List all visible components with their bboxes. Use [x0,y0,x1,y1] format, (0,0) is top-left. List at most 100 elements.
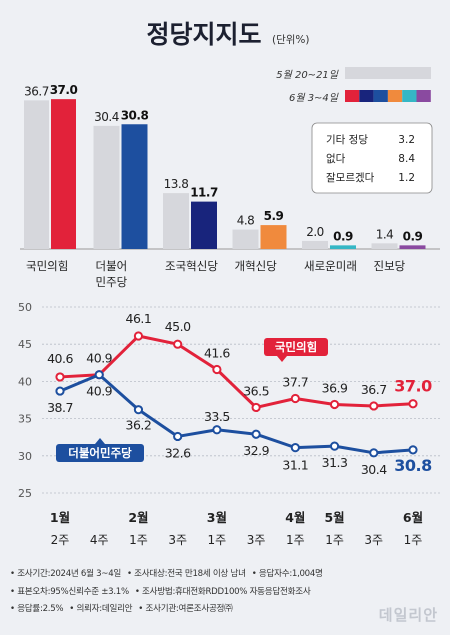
x-tick-week: 3주 [168,533,187,547]
series-point [369,448,379,458]
bar-value-curr: 0.9 [403,229,423,243]
legend: 5월 20~21일 6월 3~4일 [276,67,431,104]
bar-category-label: 조국혁신당 [165,259,218,273]
series-point [94,370,104,380]
x-tick-week: 1주 [325,533,344,547]
series-point [369,401,379,411]
footer-line: • 응답률:2.5% • 의뢰자:데일리안 • 조사기관:여론조사공정㈜ [10,601,440,619]
series-name-tag-pointer [95,438,105,444]
series-data-label: 32.9 [243,443,269,458]
series-point [133,405,144,415]
x-tick-month: 4월 [285,510,305,525]
series-data-label: 40.6 [47,351,73,366]
legend-curr-label: 6월 3~4일 [289,92,339,104]
x-tick-week: 3주 [247,533,266,547]
bar-prev [24,100,49,250]
x-tick-week: 1주 [404,533,423,547]
series-data-label: 40.9 [86,351,112,366]
bar-value-prev: 4.8 [237,214,255,228]
legend-prev-swatch [345,67,431,79]
others-value: 1.2 [398,172,415,184]
series-data-label: 30.4 [361,462,387,477]
series-data-label: 40.9 [86,384,112,399]
series-name-tag [264,338,328,356]
y-tick-label: 40 [18,375,32,388]
series-data-label: 37.7 [282,375,308,390]
bar-category-label: 새로운미래 [304,259,357,273]
footer-item: • 조사기간:2024년 6월 3~4일 [10,569,121,579]
page-title: 정당지지도 [146,20,261,49]
x-tick-month: 1월 [50,510,70,525]
series-point [133,331,144,341]
legend-swatch [345,90,360,102]
bar-prev [371,243,398,249]
x-tick-week: 4주 [90,533,109,547]
series-data-label: 41.6 [204,345,230,360]
series-data-label: 45.0 [165,319,191,334]
footer-item: • 의뢰자:데일리안 [69,604,133,614]
footer-item: • 응답자수:1,004명 [251,569,323,579]
footer-item: • 조사기관:여론조사공정㈜ [138,604,233,614]
footer-item: • 응답률:2.5% [10,604,64,614]
series-point [290,393,300,404]
x-tick-month: 2월 [128,510,148,525]
footer-line: • 조사기간:2024년 6월 3~4일 • 조사대상:전국 만18세 이상 남녀… [10,566,440,584]
bar-value-prev: 2.0 [306,225,324,239]
bar-curr [399,245,426,249]
y-tick-label: 35 [18,413,32,426]
series-data-label: 31.3 [322,455,348,470]
series-point [408,399,418,409]
others-label: 없다 [326,152,346,165]
footer-item: • 조사방법:휴대전화RDD100% 자동응답전화조사 [134,586,311,597]
bar-curr [121,124,148,249]
bar-prev [93,125,120,249]
series-point [173,431,183,442]
bar-value-curr: 5.9 [264,209,284,223]
line-chart: 50 45 40 35 30 25 1월 2주 4주 2월 1주 3주 3월 1주 3주 4월 1주 5월 1주 3주… [18,301,440,547]
series-point [173,339,183,349]
series-data-label: 36.9 [322,380,348,395]
series-point [290,443,300,453]
bar-prev [163,193,189,249]
bar-value-prev: 30.4 [94,110,119,124]
x-tick-month: 5월 [324,510,344,525]
bar-category-label: 진보당 [374,259,406,273]
legend-swatch [387,90,403,102]
bar-category-label: 더불어 [96,259,128,273]
footer-line: • 표본오차:95%신뢰수준 ±3.1% • 조사방법:휴대전화RDD100% 자… [10,584,440,602]
series-point [212,364,222,375]
legend-curr-swatches [345,90,431,102]
series-point [55,372,65,382]
brand-logo: 데일리안 [378,606,438,624]
bar-category-label: 민주당 [96,275,128,289]
legend-swatch [373,90,388,102]
bar-curr [191,201,217,249]
bar-prev [232,229,259,249]
y-tick-label: 50 [18,301,32,314]
series-data-label: 36.7 [361,382,387,397]
series-data-label: 32.6 [165,445,191,460]
bar-value-prev: 13.8 [164,177,189,191]
series-point [408,445,418,455]
bar-value-curr: 11.7 [190,186,218,200]
footer-notes: • 조사기간:2024년 6월 3~4일 • 조사대상:전국 만18세 이상 남녀… [10,566,440,619]
series-data-label: 46.1 [126,311,152,326]
series-data-label: 31.1 [282,458,308,473]
series-data-label: 36.2 [126,418,152,433]
series-point [251,429,261,439]
others-label: 잘모르겠다 [326,172,375,184]
x-tick-week: 1주 [129,533,148,547]
legend-swatch [359,90,374,102]
bar-value-curr: 0.9 [333,229,353,243]
series-point [212,425,222,435]
series-name-tag-label: 더불어민주당 [68,446,132,460]
series-line [59,334,414,409]
footer-item: • 조사대상:전국 만18세 이상 남녀 [126,569,246,579]
bar-value-prev: 1.4 [376,227,394,241]
bar-value-prev: 36.7 [24,84,49,98]
bar-category-label: 개혁신당 [235,259,278,273]
others-box-frame [311,122,433,194]
series-name-tag-pointer [277,356,287,362]
others-label: 기타 정당 [326,134,368,146]
